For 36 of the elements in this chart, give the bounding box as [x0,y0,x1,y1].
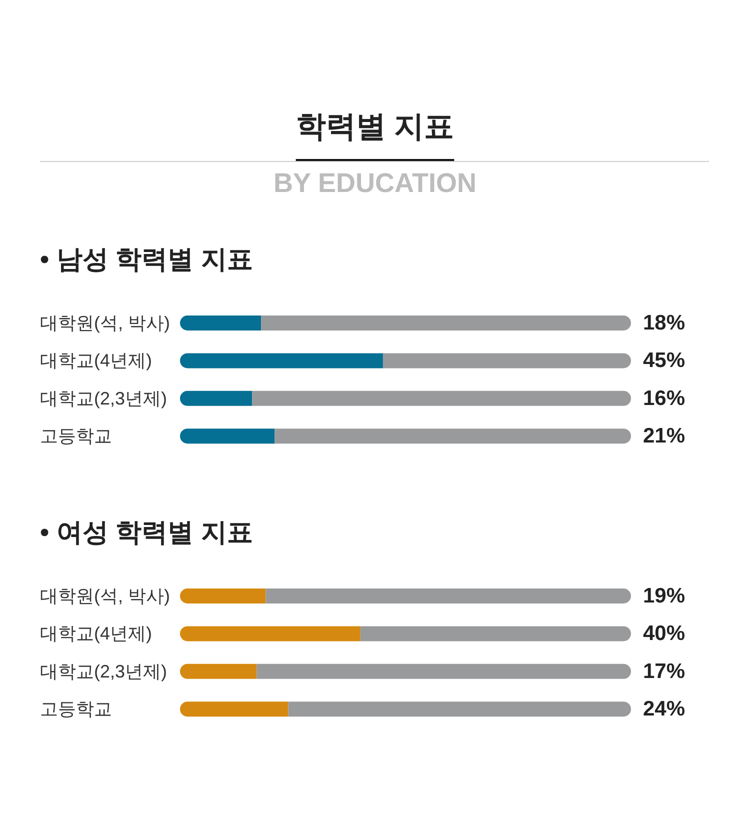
chart-title: • 여성 학력별 지표 [40,517,253,547]
data-label: 16% [643,386,686,410]
data-label: 21% [643,424,686,448]
y-tick-label: 대학원(석, 박사) [40,313,170,333]
y-tick-label: 대학교(4년제) [40,350,152,371]
bar [180,316,262,330]
data-label: 45% [643,349,686,372]
bar [266,588,631,604]
bar [180,390,252,406]
bar [180,588,266,604]
text: 학력별 지표 [296,110,454,144]
data-label: 40% [643,622,686,646]
bar [180,664,257,679]
bar [360,626,631,642]
data-label: 24% [643,698,686,721]
bar [274,428,631,444]
bar [180,702,288,717]
y-tick-label: 고등학교 [40,426,112,446]
data-label: 17% [643,660,686,683]
bar [252,390,631,406]
chart-title: • 남성 학력별 지표 [40,244,253,274]
bar [261,316,631,330]
y-tick-label: 대학교(2,3년제) [40,661,168,682]
bar [256,664,631,679]
bar [180,626,360,642]
bar [382,353,631,368]
y-tick-label: 대학교(2,3년제) [40,388,168,408]
y-tick-label: 대학원(석, 박사) [40,586,170,606]
data-label: 19% [643,584,686,608]
bar [288,702,631,717]
y-tick-label: 고등학교 [40,699,112,720]
text: BY EDUCATION [273,168,477,198]
bar [180,353,383,368]
bar [180,428,275,444]
y-tick-label: 대학교(4년제) [40,624,152,644]
data-label: 18% [643,312,686,334]
